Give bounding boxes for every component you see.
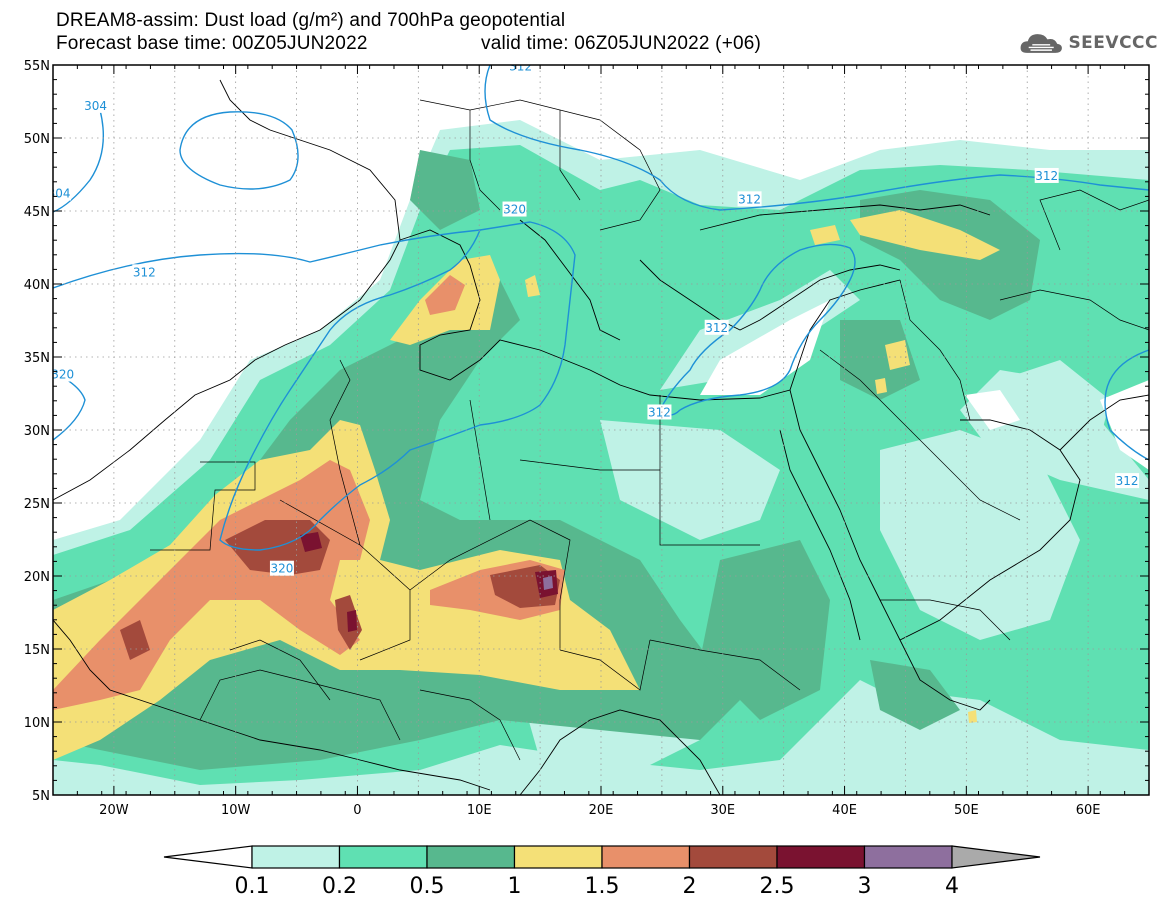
colorbar-swatch [776, 845, 866, 869]
colorbar-level-label: 0.1 [235, 874, 270, 899]
lat-tick-label: 45N [24, 205, 50, 220]
contour-label: 304 [84, 99, 107, 113]
lon-tick-label: 20E [589, 803, 614, 818]
contour-label-bg [647, 404, 672, 420]
contour-label-bg [83, 97, 108, 113]
colorbar-level-label: 0.5 [410, 874, 445, 899]
colorbar-swatch [688, 845, 778, 869]
colorbar-level-label: 2 [683, 874, 697, 899]
colorbar: 0.1 0.2 0.5 1 1.5 2 2.5 3 4 [163, 845, 1041, 899]
map-title: DREAM8-assim: Dust load (g/m²) and 700hP… [56, 10, 566, 31]
contour-label-bg [508, 65, 533, 74]
geopotential-contours [53, 65, 1149, 551]
lon-tick-label: 10E [467, 803, 492, 818]
colorbar-swatch [251, 845, 341, 869]
colorbar-under-triangle [163, 845, 253, 869]
lon-tick-label: 30E [710, 803, 735, 818]
contour-label-bg [53, 185, 72, 201]
colorbar-swatch [863, 845, 953, 869]
valid-time-label: valid time: 06Z05JUN2022 (+06) [481, 33, 762, 54]
contour-label: 304 [48, 186, 71, 200]
contour-label: 312 [738, 192, 761, 206]
colorbar-swatch [513, 845, 603, 869]
lat-tick-label: 30N [24, 424, 50, 439]
lat-tick-label: 15N [24, 643, 50, 658]
logo-text: SEEVCCC [1068, 33, 1158, 53]
colorbar-swatch [601, 845, 691, 869]
contour-label: 320 [270, 562, 293, 576]
lat-tick-label: 55N [24, 59, 50, 74]
lon-tick-label: 10W [221, 803, 251, 818]
forecast-base-time: Forecast base time: 00Z05JUN2022 valid ti… [56, 33, 761, 55]
colorbar-level-label: 3 [858, 874, 872, 899]
lat-tick-label: 35N [24, 351, 50, 366]
colorbar-level-label: 4 [945, 874, 959, 899]
axis-ticks [52, 64, 1150, 796]
lon-tick-label: 0 [353, 803, 361, 818]
cloud-logo-icon [1020, 34, 1062, 53]
contour-label-bg [132, 264, 157, 280]
lon-tick-label: 20W [99, 803, 129, 818]
contour-label-bg [1115, 473, 1140, 489]
colorbar-level-label: 1.5 [585, 874, 620, 899]
colorbar-over-triangle [951, 845, 1041, 869]
lat-tick-label: 20N [24, 570, 50, 585]
contour-label: 312 [133, 265, 156, 279]
contour-label-bg [502, 201, 527, 217]
contour-label: 312 [705, 321, 728, 335]
contour-label-bg [269, 560, 294, 576]
dust-field: 304 304 312 320 320 320 312 312 312 312 312 312 [48, 59, 1149, 795]
lon-tick-label: 50E [954, 803, 979, 818]
forecast-base-label: Forecast base time: 00Z05JUN2022 [56, 33, 368, 54]
colorbar-swatch [338, 845, 428, 869]
colorbar-level-label: 0.2 [322, 874, 357, 899]
lon-tick-label: 40E [832, 803, 857, 818]
lon-tick-label: 60E [1076, 803, 1101, 818]
dust-level-3 [543, 576, 553, 590]
lat-tick-label: 40N [24, 278, 50, 293]
contour-label: 312 [648, 405, 671, 419]
contour-label-bg [1034, 167, 1059, 183]
contour-label-bg [737, 191, 762, 207]
contour-label: 312 [509, 59, 532, 73]
contour-label: 320 [51, 368, 74, 382]
colorbar-level-label: 1 [508, 874, 522, 899]
lat-tick-label: 5N [32, 789, 50, 804]
contour-labels: 304 304 312 320 320 320 312 312 312 312 312 312 [48, 59, 1140, 576]
lat-tick-label: 25N [24, 497, 50, 512]
contour-label: 320 [503, 203, 526, 217]
colorbar-swatch [426, 845, 516, 869]
axis-labels: 20W 10W 0 10E 20E 30E 40E 50E 60E 55N 50N 45N 40N 35N… [24, 59, 1101, 818]
lat-tick-label: 10N [24, 716, 50, 731]
lat-tick-label: 50N [24, 132, 50, 147]
colorbar-level-label: 2.5 [760, 874, 795, 899]
contour-label: 312 [1116, 474, 1139, 488]
seevccc-logo: SEEVCCC [1018, 26, 1158, 60]
contour-label: 312 [1035, 169, 1058, 183]
contour-label-bg [53, 366, 75, 382]
graticule [53, 65, 1149, 795]
